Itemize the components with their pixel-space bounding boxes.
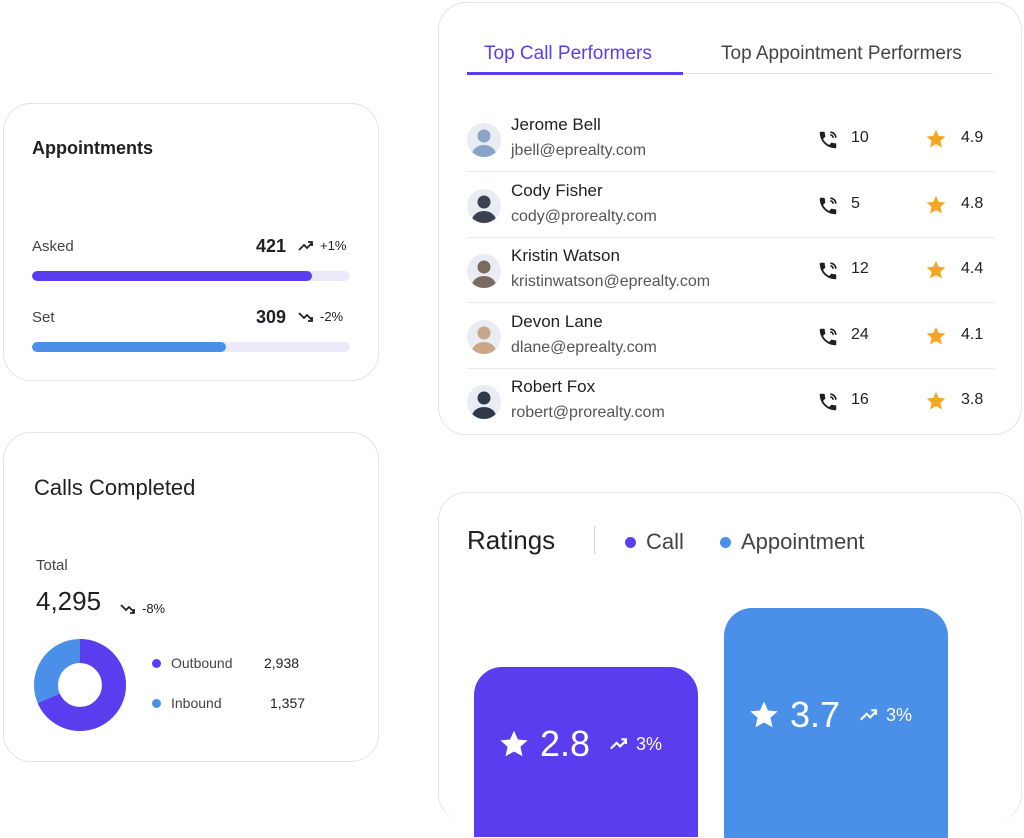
performer-row[interactable]: Robert Fox robert@prorealty.com 16 3.8 bbox=[467, 369, 995, 434]
performer-calls: 16 bbox=[851, 391, 869, 408]
inbound-value: 1,357 bbox=[270, 695, 306, 711]
performers-card: Top Call Performers Top Appointment Perf… bbox=[438, 2, 1022, 435]
set-label: Set bbox=[32, 309, 55, 326]
star-icon bbox=[926, 391, 946, 410]
star-icon bbox=[500, 730, 528, 757]
performer-name: Robert Fox bbox=[511, 377, 596, 396]
set-progress-fill bbox=[32, 342, 226, 352]
set-progress-bar bbox=[32, 342, 350, 352]
set-value: 309 bbox=[255, 307, 286, 327]
ratings-divider bbox=[594, 526, 595, 554]
active-tab-indicator bbox=[467, 72, 683, 75]
asked-label: Asked bbox=[32, 238, 74, 255]
outbound-value: 2,938 bbox=[264, 655, 300, 671]
total-value: 4,295 bbox=[36, 586, 102, 616]
trend-up-icon bbox=[860, 709, 878, 721]
call-rating-bar: 2.8 3% bbox=[474, 667, 698, 837]
performer-calls: 5 bbox=[851, 194, 860, 212]
star-icon bbox=[750, 701, 778, 728]
avatar bbox=[467, 123, 501, 157]
ratings-title: Ratings bbox=[467, 525, 556, 555]
performer-rating: 4.9 bbox=[961, 129, 984, 146]
appointments-card: Appointments Asked 421 +1% Set 309 -2% bbox=[3, 103, 379, 381]
call-rating-value: 2.8 bbox=[540, 723, 591, 764]
legend-call: Call bbox=[625, 529, 684, 555]
performer-email: cody@prorealty.com bbox=[511, 207, 657, 225]
phone-icon bbox=[819, 131, 837, 149]
performer-row[interactable]: Kristin Watson kristinwatson@eprealty.com… bbox=[467, 238, 995, 303]
performer-name: Devon Lane bbox=[511, 311, 603, 331]
performer-row[interactable]: Jerome Bell jbell@eprealty.com 10 4.9 bbox=[467, 107, 995, 172]
avatar bbox=[467, 385, 501, 419]
trend-down-icon bbox=[298, 311, 313, 322]
star-icon bbox=[926, 260, 946, 279]
performer-email: kristinwatson@eprealty.com bbox=[511, 273, 711, 290]
legend-inbound: Inbound bbox=[152, 695, 222, 711]
ratings-card: Ratings Call Appointment 2.8 3% 3.7 3% bbox=[438, 492, 1022, 838]
appointments-title: Appointments bbox=[32, 138, 153, 158]
performer-calls: 24 bbox=[851, 325, 869, 343]
tab-top-call-performers[interactable]: Top Call Performers bbox=[484, 43, 652, 64]
calls-completed-card: Calls Completed Total 4,295 -8% Outbound… bbox=[3, 432, 379, 762]
trend-up-icon bbox=[298, 240, 313, 251]
phone-icon bbox=[819, 327, 837, 345]
performer-email: robert@prorealty.com bbox=[511, 404, 665, 421]
inbound-dot bbox=[152, 698, 161, 708]
set-trend: -2% bbox=[298, 309, 343, 324]
phone-icon bbox=[819, 393, 837, 411]
performer-rating: 4.8 bbox=[961, 194, 984, 212]
performer-name: Cody Fisher bbox=[511, 180, 603, 200]
avatar bbox=[467, 319, 501, 354]
call-rating-trend: 3% bbox=[636, 733, 663, 754]
tab-divider bbox=[467, 73, 993, 74]
star-icon bbox=[926, 129, 946, 148]
performer-row[interactable]: Cody Fisher cody@prorealty.com 5 4.8 bbox=[467, 173, 995, 238]
performer-email: dlane@eprealty.com bbox=[511, 338, 657, 356]
performer-name: Jerome Bell bbox=[511, 115, 601, 134]
donut-outbound-segment bbox=[34, 639, 126, 731]
trend-up-icon bbox=[610, 738, 628, 750]
star-icon bbox=[926, 326, 946, 344]
total-trend-value: -8% bbox=[142, 601, 166, 616]
performer-rating: 4.1 bbox=[961, 325, 984, 343]
performer-calls: 10 bbox=[851, 129, 869, 146]
calls-title: Calls Completed bbox=[34, 475, 196, 500]
avatar bbox=[467, 254, 501, 288]
calls-donut-chart bbox=[34, 639, 126, 731]
tab-top-appointment-performers[interactable]: Top Appointment Performers bbox=[721, 43, 962, 64]
performer-rating: 3.8 bbox=[961, 391, 984, 408]
inbound-label: Inbound bbox=[171, 695, 222, 711]
phone-icon bbox=[819, 196, 837, 214]
legend-appointment-label: Appointment bbox=[741, 529, 865, 554]
appointment-rating-trend: 3% bbox=[886, 704, 913, 725]
performer-row[interactable]: Devon Lane dlane@eprealty.com 24 4.1 bbox=[467, 304, 995, 369]
legend-call-label: Call bbox=[646, 529, 684, 554]
total-label: Total bbox=[36, 557, 68, 574]
call-dot bbox=[625, 536, 636, 548]
legend-appointment: Appointment bbox=[720, 529, 865, 555]
appointment-rating-value: 3.7 bbox=[790, 694, 841, 735]
asked-trend: +1% bbox=[298, 238, 346, 253]
asked-value: 421 bbox=[255, 236, 286, 256]
trend-down-icon bbox=[120, 603, 135, 614]
asked-trend-value: +1% bbox=[320, 238, 347, 253]
avatar bbox=[467, 188, 501, 223]
asked-progress-bar bbox=[32, 271, 350, 281]
performer-name: Kristin Watson bbox=[511, 246, 620, 265]
performer-rating: 4.4 bbox=[961, 260, 984, 277]
star-icon bbox=[926, 195, 946, 213]
appointment-rating-bar: 3.7 3% bbox=[724, 608, 948, 838]
legend-outbound: Outbound bbox=[152, 655, 233, 671]
phone-icon bbox=[819, 262, 837, 280]
outbound-dot bbox=[152, 658, 161, 668]
total-trend: -8% bbox=[120, 601, 165, 616]
asked-progress-fill bbox=[32, 271, 312, 281]
performer-email: jbell@eprealty.com bbox=[511, 142, 647, 159]
appointment-dot bbox=[720, 536, 731, 548]
performer-calls: 12 bbox=[851, 260, 869, 277]
outbound-label: Outbound bbox=[171, 655, 233, 671]
set-trend-value: -2% bbox=[320, 309, 344, 324]
